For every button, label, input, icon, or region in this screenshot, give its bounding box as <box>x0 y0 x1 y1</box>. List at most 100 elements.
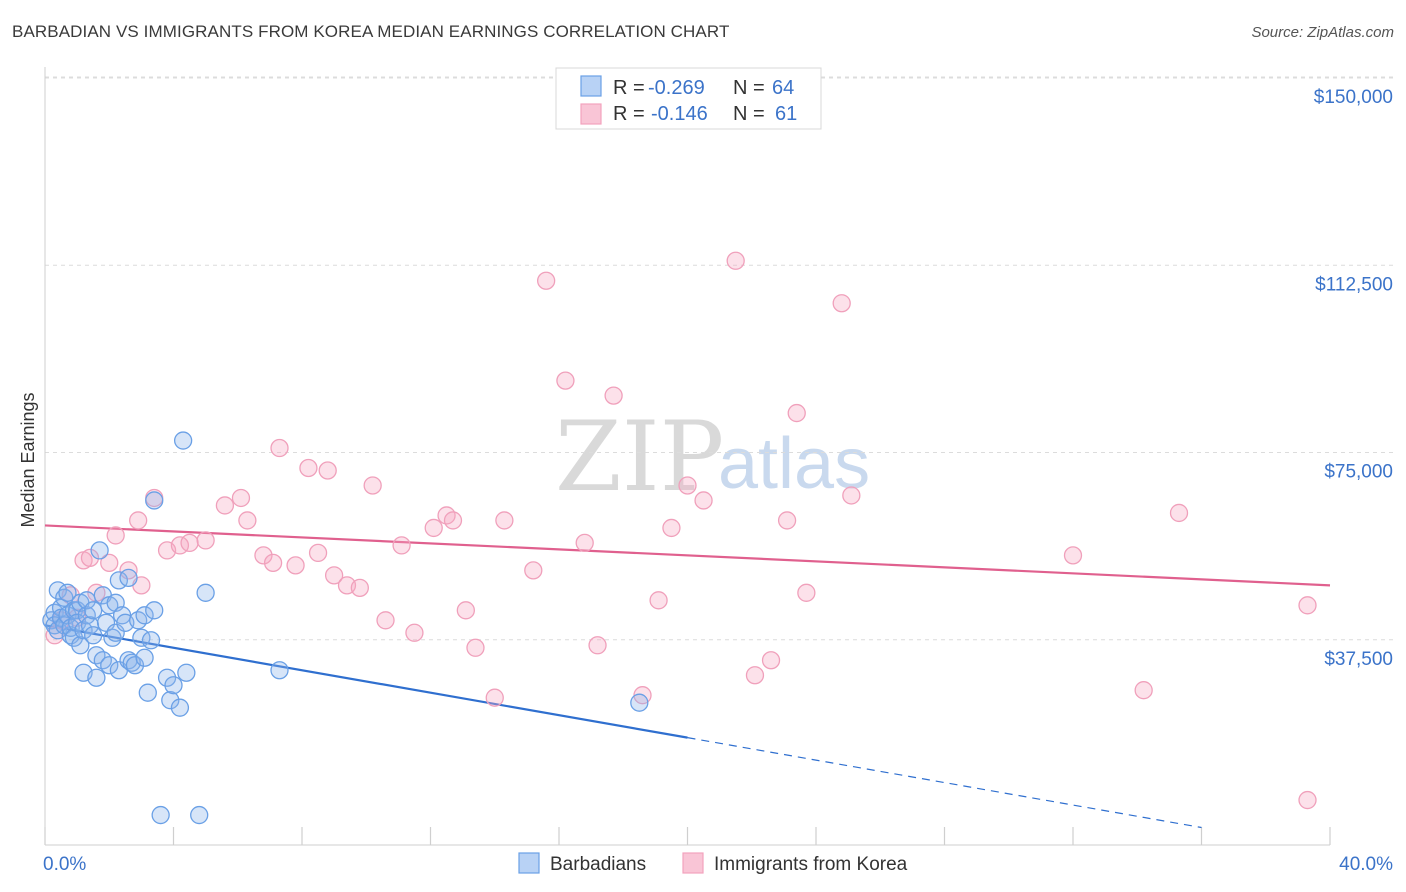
point-barbadians-52 <box>145 491 164 510</box>
point-korea-48 <box>649 591 668 610</box>
point-barbadians-42 <box>119 568 138 588</box>
point-barbadians-9 <box>58 583 77 602</box>
point-barbadians-51 <box>145 601 164 620</box>
point-korea-25 <box>308 543 328 563</box>
point-korea-34 <box>424 518 443 538</box>
point-barbadians-44 <box>125 656 145 675</box>
point-korea-39 <box>485 688 504 707</box>
point-korea-20 <box>254 546 273 565</box>
point-barbadians-47 <box>135 606 154 625</box>
point-korea-41 <box>524 561 543 580</box>
x-tick-label-1: 40.0% <box>1339 854 1393 875</box>
point-barbadians-24 <box>84 601 103 620</box>
point-korea-40 <box>495 511 514 530</box>
point-korea-22 <box>270 438 289 458</box>
point-korea-32 <box>392 536 411 555</box>
point-korea-8 <box>106 526 125 545</box>
x-tick-labels: 0.0% 40.0% <box>43 854 1393 875</box>
point-barbadians-55 <box>161 691 180 710</box>
point-korea-50 <box>678 476 697 495</box>
point-korea-51 <box>694 491 713 510</box>
stats-legend: R = -0.269 N = 64 R = -0.146 N = 61 <box>555 67 822 130</box>
series-legend-swatch-korea <box>682 852 704 874</box>
point-korea-60 <box>1063 546 1083 565</box>
series-legend: Barbadians Immigrants from Korea <box>518 852 908 875</box>
point-barbadians-49 <box>138 683 157 702</box>
point-barbadians-63 <box>630 693 649 712</box>
point-korea-10 <box>129 511 148 530</box>
series-legend-swatch-barbadians <box>518 852 540 874</box>
series-legend-barbadians: Barbadians <box>550 854 646 875</box>
legend-n-label-2: N = <box>733 103 765 125</box>
legend-n-value-1: 64 <box>772 77 794 99</box>
point-korea-21 <box>263 553 283 573</box>
trend-line-barbadians-extension <box>687 737 1202 829</box>
point-korea-37 <box>456 601 475 620</box>
point-barbadians-62 <box>270 661 289 680</box>
point-korea-31 <box>376 611 395 630</box>
point-korea-64 <box>1298 790 1317 810</box>
legend-n-label-1: N = <box>733 77 765 99</box>
point-korea-16 <box>196 531 215 550</box>
point-barbadians-48 <box>135 648 154 667</box>
point-korea-52 <box>726 251 745 270</box>
point-korea-18 <box>231 488 251 508</box>
y-tick-label-0: $37,500 <box>1324 649 1393 670</box>
point-barbadians-25 <box>84 626 103 645</box>
point-korea-56 <box>787 403 806 423</box>
point-korea-17 <box>215 496 235 515</box>
point-korea-59 <box>842 486 861 505</box>
legend-r-label-2: R = <box>613 103 645 125</box>
point-korea-27 <box>324 566 344 585</box>
point-korea-55 <box>777 511 797 530</box>
point-barbadians-28 <box>90 541 109 560</box>
data-points <box>42 251 1317 825</box>
grid-lines <box>45 76 1395 641</box>
point-korea-29 <box>350 578 369 597</box>
legend-r-label-1: R = <box>613 77 645 99</box>
chart-title: BARBADIAN VS IMMIGRANTS FROM KOREA MEDIA… <box>12 22 730 41</box>
point-barbadians-59 <box>177 663 196 682</box>
point-barbadians-54 <box>157 668 177 687</box>
y-tick-label-2: $112,500 <box>1315 274 1393 295</box>
point-korea-46 <box>604 386 623 405</box>
point-korea-30 <box>363 476 382 495</box>
point-korea-54 <box>761 651 781 670</box>
point-barbadians-34 <box>103 628 122 647</box>
point-korea-49 <box>662 518 681 538</box>
watermark-zip: ZIP <box>555 401 724 513</box>
legend-swatch-barbadians <box>580 75 602 97</box>
point-korea-15 <box>180 533 199 553</box>
point-korea-63 <box>1298 596 1317 615</box>
point-korea-44 <box>575 533 594 553</box>
legend-swatch-korea <box>580 103 602 125</box>
y-tick-label-1: $75,000 <box>1324 462 1393 483</box>
point-korea-7 <box>100 553 119 573</box>
trend-line-korea <box>44 524 1331 587</box>
legend-r-value-2: -0.146 <box>651 103 708 125</box>
point-korea-42 <box>537 271 556 290</box>
point-korea-58 <box>832 294 851 313</box>
point-barbadians-33 <box>100 656 119 675</box>
point-barbadians-57 <box>170 698 190 717</box>
point-korea-5 <box>80 548 100 568</box>
series-legend-korea: Immigrants from Korea <box>714 854 908 875</box>
point-korea-57 <box>797 583 816 602</box>
legend-r-value-1: -0.269 <box>648 77 705 99</box>
legend-n-value-2: 61 <box>775 103 797 125</box>
point-korea-43 <box>556 371 575 390</box>
point-korea-33 <box>405 623 424 642</box>
source-label: Source: ZipAtlas.com <box>1251 24 1394 41</box>
y-tick-label-3: $150,000 <box>1314 87 1393 108</box>
point-korea-26 <box>318 461 337 480</box>
point-barbadians-60 <box>190 805 209 825</box>
point-korea-36 <box>443 511 463 530</box>
trend-line-barbadians <box>44 624 688 739</box>
point-barbadians-61 <box>196 583 215 602</box>
point-korea-62 <box>1169 503 1189 523</box>
point-korea-38 <box>466 638 485 657</box>
trend-lines <box>44 524 1331 829</box>
point-korea-45 <box>588 636 607 655</box>
point-barbadians-14 <box>64 628 84 647</box>
